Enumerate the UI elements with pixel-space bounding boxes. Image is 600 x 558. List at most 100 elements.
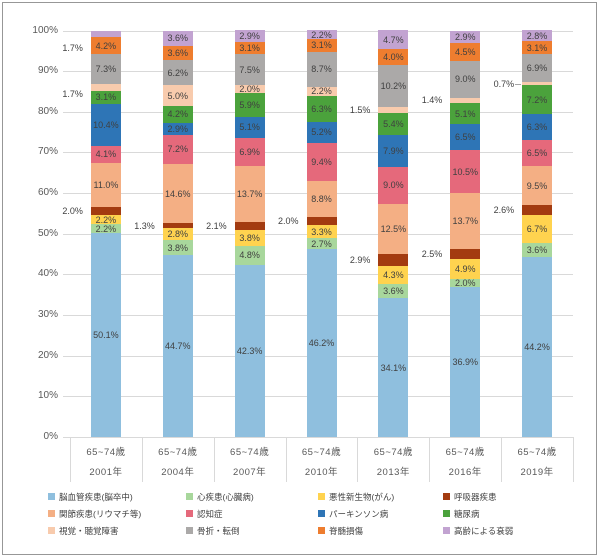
bar-segment <box>162 30 193 46</box>
bar-segment-label: 4.2% <box>167 109 189 120</box>
category-separator <box>141 437 143 482</box>
bar-segment-label: 4.7% <box>383 34 404 45</box>
bar-segment-label: 3.1% <box>239 43 260 54</box>
bar-segment <box>378 134 409 168</box>
bar-segment-label: 12.5% <box>380 224 407 235</box>
bar-segment-label: 4.0% <box>383 52 404 63</box>
legend-swatch <box>443 493 450 500</box>
bar-segment-label: 13.7% <box>236 188 263 199</box>
bar-segment <box>90 30 121 38</box>
bar-segment-outside-label: 2.0% <box>62 206 83 217</box>
bar-segment-label: 34.1% <box>380 362 407 373</box>
bar-segment-label: 4.8% <box>239 250 260 261</box>
bar-segment <box>378 203 409 255</box>
bar-segment-label: 2.8% <box>167 229 189 240</box>
bar-segment <box>234 230 265 246</box>
bar-segment-label: 4.5% <box>454 46 476 57</box>
bar-segment-label: 2.9% <box>167 123 189 134</box>
legend-item: 糖尿病 <box>443 508 480 519</box>
bar-segment-label: 3.1% <box>311 40 332 51</box>
bar-segment <box>90 37 121 55</box>
legend-label: 骨折・転倒 <box>197 525 240 536</box>
bar-segment-label: 5.9% <box>239 100 260 111</box>
bar-segment <box>378 65 409 107</box>
bar-segment-label: 7.2% <box>526 94 548 105</box>
bar-segment-label: 5.2% <box>311 127 332 138</box>
bar-segment <box>234 165 265 222</box>
y-axis-tick-label: 10% <box>37 390 58 402</box>
legend-label: 脳血管疾患(脳卒中) <box>59 491 133 502</box>
bar-segment-outside-label: 2.6% <box>493 205 515 216</box>
legend-label: 関節疾患(リウマチ等) <box>59 508 142 519</box>
bar-segment <box>306 216 337 225</box>
bar-segment-label: 9.0% <box>454 74 476 85</box>
legend-item: パーキンソン病 <box>318 508 388 519</box>
bar-segment <box>234 245 265 266</box>
category-separator <box>213 437 215 482</box>
bar-segment <box>450 258 481 279</box>
bar-segment <box>378 106 409 114</box>
bar-segment-label: 2.2% <box>311 29 332 40</box>
legend-item: 悪性新生物(がん) <box>318 491 394 502</box>
y-axis-tick-label: 50% <box>37 227 58 239</box>
legend-item: 視覚・聴覚障害 <box>48 525 119 536</box>
legend-item: 骨折・転倒 <box>186 525 240 536</box>
bar-segment <box>234 41 265 55</box>
bar-segment-label: 2.2% <box>95 214 117 225</box>
bar-segment <box>522 84 553 115</box>
bar-segment-label: 5.0% <box>167 90 189 101</box>
category-separator <box>429 437 431 482</box>
bar-segment-label: 5.4% <box>383 118 404 129</box>
bar-segment <box>522 204 553 216</box>
bar-segment <box>90 233 121 437</box>
bar-segment <box>522 82 553 85</box>
bar-segment-label: 7.2% <box>167 144 189 155</box>
legend-label: 認知症 <box>197 508 223 519</box>
bar-segment-label: 3.8% <box>239 232 260 243</box>
y-axis-tick-label: 90% <box>37 65 58 77</box>
bar-segment <box>234 265 265 437</box>
year-label: 2007年 <box>233 467 267 478</box>
bar-segment-label: 3.6% <box>383 286 404 297</box>
bar-segment-label: 8.8% <box>311 193 332 204</box>
legend-label: 視覚・聴覚障害 <box>59 525 119 536</box>
bar-segment-label: 13.7% <box>452 215 478 226</box>
bar-segment-label: 11.0% <box>93 179 119 190</box>
legend-label: 呼吸器疾患 <box>454 491 497 502</box>
bar-segment <box>162 105 193 123</box>
bar-segment-label: 44.2% <box>524 342 550 353</box>
bar-segment-outside-label: 1.5% <box>349 104 371 115</box>
bar-segment-label: 6.5% <box>454 132 476 143</box>
bar-segment <box>90 91 121 104</box>
legend-swatch <box>443 510 450 517</box>
year-label: 2001年 <box>89 467 123 478</box>
legend-swatch <box>48 510 55 517</box>
bar-segment <box>450 97 481 104</box>
legend-swatch <box>443 527 450 534</box>
bar-segment <box>522 30 553 42</box>
bar-segment-label: 7.9% <box>383 146 404 157</box>
age-group-label: 65~74歳 <box>86 447 126 458</box>
bar-segment-label: 7.3% <box>95 64 117 75</box>
bar-segment <box>378 266 409 284</box>
bar-segment <box>234 137 265 166</box>
bar-segment <box>90 224 121 234</box>
year-label: 2016年 <box>448 467 482 478</box>
bar-segment-label: 6.7% <box>526 224 548 235</box>
bar-segment-label: 2.7% <box>311 238 332 249</box>
bar-segment-label: 10.5% <box>452 166 478 177</box>
bar-segment-label: 9.0% <box>383 180 404 191</box>
bar-segment-label: 3.1% <box>526 42 548 53</box>
legend-label: 心疾患(心臓病) <box>197 491 254 502</box>
bar-segment <box>450 103 481 124</box>
legend-label: 高齢による衰弱 <box>454 525 514 536</box>
bar-segment <box>450 287 481 437</box>
bar-segment <box>90 145 121 163</box>
legend-item: 関節疾患(リウマチ等) <box>48 508 141 519</box>
legend-item: 脳血管疾患(脳卒中) <box>48 491 133 502</box>
bar-segment <box>306 95 337 122</box>
bar-segment-outside-label: 1.7% <box>62 88 83 99</box>
bar-segment-outside-label: 2.9% <box>349 255 371 266</box>
age-group-label: 65~74歳 <box>301 447 342 458</box>
